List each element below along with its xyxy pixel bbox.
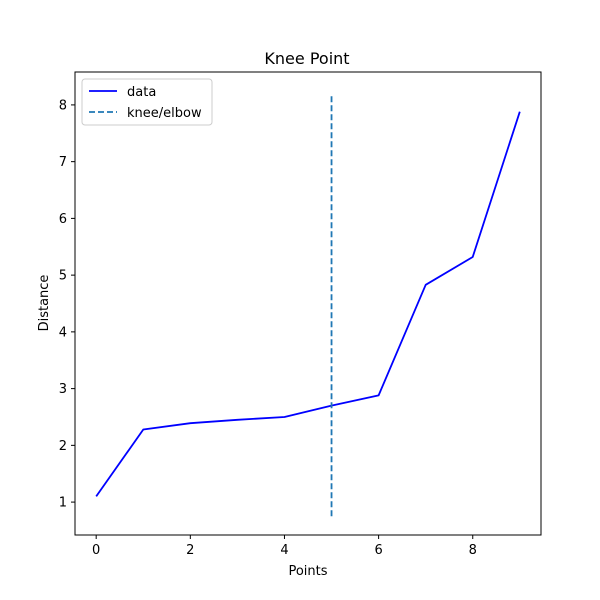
y-axis-ticks: 1 2 3 4 5 6 7 8	[59, 98, 75, 511]
y-tick-label: 6	[59, 212, 67, 227]
x-tick-label: 4	[280, 543, 288, 558]
y-tick-label: 8	[59, 98, 67, 113]
series-line-data	[95, 111, 521, 497]
y-tick-label: 1	[59, 496, 67, 511]
axes-frame	[74, 71, 542, 536]
y-tick-label: 5	[59, 269, 67, 284]
legend-label: knee/elbow	[127, 106, 202, 121]
x-axis-label: Points	[288, 564, 327, 579]
x-tick-label: 2	[186, 543, 194, 558]
x-tick-label: 6	[374, 543, 382, 558]
y-tick-label: 4	[59, 325, 67, 340]
plot-area	[74, 71, 542, 536]
chart-title: Knee Point	[264, 49, 349, 68]
x-tick-label: 8	[469, 543, 477, 558]
legend: data knee/elbow	[81, 78, 213, 126]
x-axis-ticks: 0 2 4 6 8	[92, 535, 477, 558]
series-layer	[95, 95, 521, 517]
y-axis-label: Distance	[37, 275, 52, 332]
y-tick-label: 3	[59, 382, 67, 397]
x-tick-label: 0	[92, 543, 100, 558]
y-tick-label: 7	[59, 155, 67, 170]
legend-label: data	[127, 85, 156, 100]
y-tick-label: 2	[59, 439, 67, 454]
